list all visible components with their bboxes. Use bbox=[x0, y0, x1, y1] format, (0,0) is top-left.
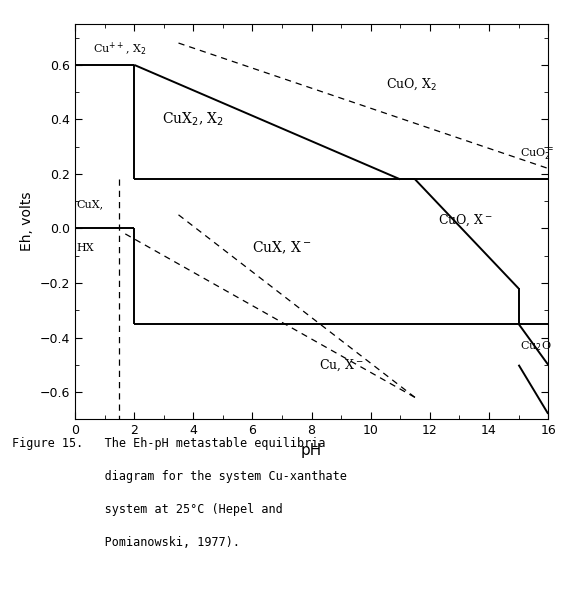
Text: CuO$_2^=$: CuO$_2^=$ bbox=[520, 147, 554, 162]
Text: CuO, X$_2$: CuO, X$_2$ bbox=[385, 76, 437, 92]
Text: CuO, X$^-$: CuO, X$^-$ bbox=[438, 213, 493, 228]
Text: Cu, X$^-$: Cu, X$^-$ bbox=[319, 357, 364, 373]
Text: HX: HX bbox=[77, 243, 94, 253]
Text: Cu$_2$O: Cu$_2$O bbox=[520, 339, 552, 353]
Text: diagram for the system Cu-xanthate: diagram for the system Cu-xanthate bbox=[12, 470, 346, 483]
Text: Pomianowski, 1977).: Pomianowski, 1977). bbox=[12, 536, 239, 549]
Text: CuX$_2$, X$_2$: CuX$_2$, X$_2$ bbox=[162, 111, 224, 128]
X-axis label: pH: pH bbox=[301, 443, 322, 458]
Text: Figure 15.   The Eh-pH metastable equilibria: Figure 15. The Eh-pH metastable equilibr… bbox=[12, 437, 325, 450]
Text: system at 25°C (Hepel and: system at 25°C (Hepel and bbox=[12, 503, 282, 516]
Y-axis label: Eh, volts: Eh, volts bbox=[20, 192, 34, 252]
Text: Cu$^{++}$, X$_2$: Cu$^{++}$, X$_2$ bbox=[93, 40, 146, 57]
Text: CuX,: CuX, bbox=[77, 199, 104, 209]
Text: CuX, X$^-$: CuX, X$^-$ bbox=[252, 240, 312, 256]
